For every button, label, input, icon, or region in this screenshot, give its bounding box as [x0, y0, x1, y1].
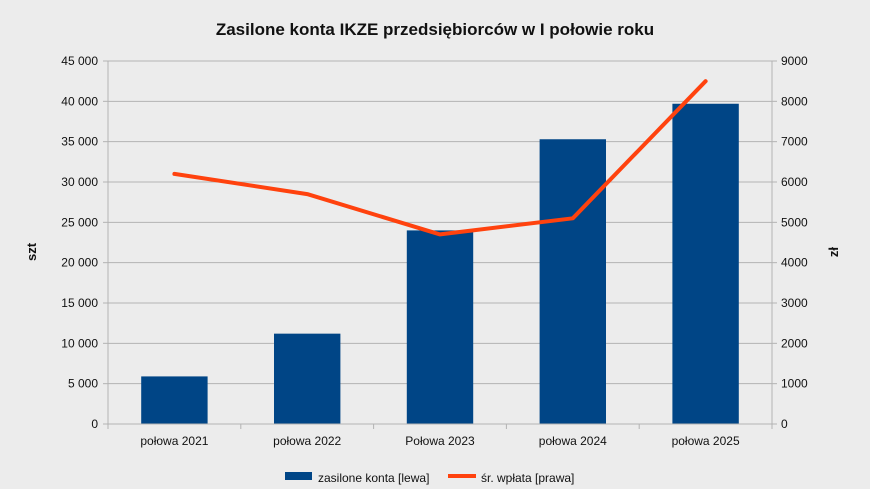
- bar: [539, 139, 606, 424]
- y-right-tick-label: 9000: [781, 54, 808, 68]
- y-left-tick-label: 15 000: [61, 296, 98, 310]
- y-right-tick-label: 8000: [781, 94, 808, 108]
- legend-label-bar: zasilone konta [lewa]: [318, 471, 429, 485]
- y-right-tick-label: 4000: [781, 256, 808, 270]
- y-left-tick-label: 25 000: [61, 215, 98, 229]
- y-left-tick-label: 20 000: [61, 256, 98, 270]
- bar: [141, 376, 208, 424]
- y-right-tick-label: 3000: [781, 296, 808, 310]
- bar: [672, 103, 739, 425]
- y-left-tick-label: 30 000: [61, 175, 98, 189]
- y-right-tick-label: 6000: [781, 175, 808, 189]
- y-right-tick-label: 7000: [781, 135, 808, 149]
- y-right-tick-label: 2000: [781, 336, 808, 350]
- legend: zasilone konta [lewa] śr. wpłata [prawa]: [285, 471, 574, 485]
- y-right-axis-title: zł: [826, 247, 841, 258]
- x-tick-label: Połowa 2023: [405, 434, 475, 448]
- x-tick-label: połowa 2021: [140, 434, 208, 448]
- x-tick-label: połowa 2024: [539, 434, 607, 448]
- y-left-tick-label: 45 000: [61, 54, 98, 68]
- bar-series: [141, 103, 739, 425]
- y-left-tick-label: 0: [91, 417, 98, 431]
- x-tick-label: połowa 2025: [672, 434, 740, 448]
- y-left-tick-label: 5 000: [68, 377, 98, 391]
- line-series: [172, 79, 708, 237]
- bar: [406, 230, 474, 424]
- bar: [274, 333, 341, 424]
- y-right-tick-label: 1000: [781, 377, 808, 391]
- x-tick-label: połowa 2022: [273, 434, 341, 448]
- chart-title: Zasilone konta IKZE przedsiębiorców w I …: [216, 20, 654, 39]
- y-left-tick-label: 40 000: [61, 94, 98, 108]
- y-right-tick-label: 5000: [781, 215, 808, 229]
- y-left-tick-label: 10 000: [61, 336, 98, 350]
- y-left-tick-label: 35 000: [61, 135, 98, 149]
- legend-label-line: śr. wpłata [prawa]: [481, 471, 574, 485]
- y-right-tick-label: 0: [781, 417, 788, 431]
- tick-labels: 0 5 000 10 000 15 000 20 000 25 000 30 000 35 0…: [61, 54, 808, 448]
- legend-swatch-bar: [285, 472, 312, 480]
- y-left-axis-title: szt: [24, 242, 39, 261]
- axes: [103, 60, 777, 429]
